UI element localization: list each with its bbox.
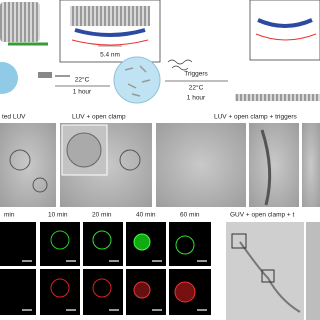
- schematic: 5.4 nm 22°C 1 hour Triggers 22°C 1 hour: [0, 0, 320, 104]
- clamp: [70, 6, 150, 26]
- time-label: 60 min: [180, 212, 200, 219]
- tem-row: ted LUV LUV + open clamp LUV + open clam…: [0, 114, 320, 207]
- tem-image: [0, 123, 56, 207]
- green-image: [169, 222, 211, 266]
- vesicle: [66, 132, 102, 168]
- panel-label: GUV + open clamp + t: [230, 212, 295, 219]
- red-line: [255, 33, 317, 41]
- vesicle: [133, 281, 151, 299]
- tube: [239, 241, 301, 313]
- green-image: [83, 222, 123, 266]
- temperature: 22°C: [189, 84, 204, 92]
- panel-label: ted LUV: [2, 114, 26, 121]
- vesicle: [50, 278, 70, 298]
- red-image: [83, 269, 123, 315]
- vesicle: [32, 177, 48, 193]
- time-label: 20 min: [92, 212, 112, 219]
- scale-bars: [22, 260, 207, 311]
- tube: [260, 129, 272, 206]
- vesicle-with-rods: [113, 56, 161, 104]
- panel-label: LUV + open clamp + triggers: [214, 114, 297, 121]
- vesicle: [119, 149, 141, 171]
- rods: [124, 65, 151, 97]
- vesicle: [50, 230, 70, 250]
- tube: [235, 94, 320, 101]
- red-line: [71, 39, 149, 46]
- vesicle: [9, 149, 31, 171]
- tem-image: [226, 222, 304, 320]
- time: 1 hour: [73, 89, 92, 96]
- blue-arc: [74, 28, 146, 37]
- tem-image: [249, 123, 299, 207]
- vesicle: [92, 278, 112, 298]
- time: 1 hour: [187, 95, 206, 102]
- time-label: 40 min: [136, 212, 156, 219]
- time-label: min: [4, 212, 15, 219]
- red-image: [40, 269, 80, 315]
- trigger-label: Triggers: [184, 71, 208, 78]
- trigger-strands: [167, 59, 193, 71]
- red-image: [0, 269, 36, 315]
- vesicle: [133, 233, 151, 251]
- clamp-icon: [38, 72, 52, 78]
- temperature: 22°C: [75, 76, 90, 84]
- fluorescence-row: min 10 min 20 min 40 min 60 min GUV + op…: [0, 212, 320, 320]
- vesicle: [92, 230, 112, 250]
- panel-label: LUV + open clamp: [72, 114, 126, 121]
- spacing-label: 5.4 nm: [100, 52, 120, 59]
- tem-image: [306, 222, 320, 320]
- vesicle: [175, 235, 195, 255]
- blue-arc: [257, 18, 313, 28]
- zoom-region: [231, 233, 247, 249]
- zoom-region: [261, 269, 275, 283]
- tem-image: [302, 123, 320, 207]
- green-image: [0, 222, 36, 266]
- time-label: 10 min: [48, 212, 68, 219]
- zoom-box: [249, 0, 320, 61]
- vesicle: [0, 62, 18, 94]
- device: [0, 2, 40, 42]
- vesicle: [174, 281, 196, 303]
- green-image: [40, 222, 80, 266]
- tem-image: [156, 123, 246, 207]
